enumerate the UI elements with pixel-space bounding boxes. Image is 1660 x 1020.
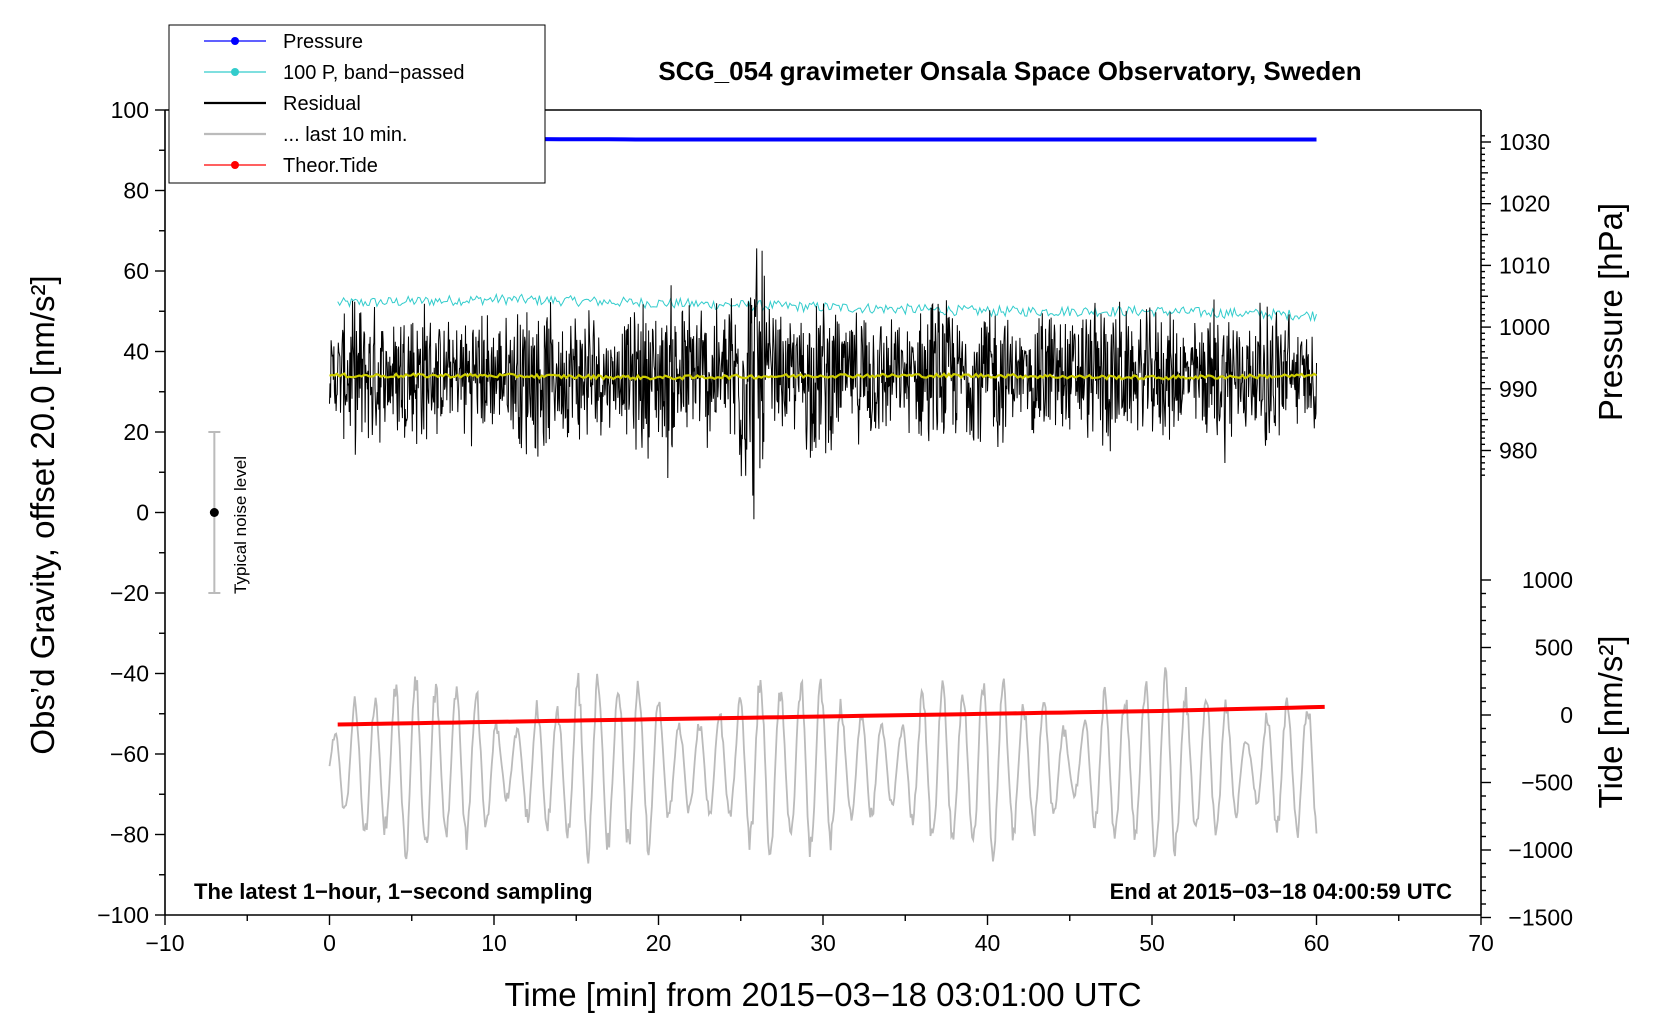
- x-tick-label: 50: [1139, 930, 1165, 956]
- legend-label-2: Residual: [283, 93, 361, 115]
- legend: Pressure 100 P, band−passed Residual ... la…: [168, 24, 546, 184]
- end-time-note: End at 2015−03−18 04:00:59 UTC: [1110, 879, 1453, 904]
- pressure-tick-label: 980: [1499, 438, 1537, 464]
- noise-bar-center-dot: [209, 508, 219, 517]
- y-tick-label: −100: [97, 902, 149, 928]
- y-tick-label: 0: [136, 500, 149, 526]
- pressure-tick-label: 990: [1499, 376, 1537, 402]
- y-tick-label: 20: [123, 419, 149, 445]
- tide-tick-label: 500: [1535, 635, 1573, 661]
- pressure-tick-label: 1030: [1499, 129, 1550, 155]
- x-axis-ticks: −10 0 10 20 30 40 50 60 70: [145, 915, 1494, 956]
- y-axis-left-title: Obs’d Gravity, offset 20.0 [nm/s²]: [24, 275, 61, 754]
- y-tick-label: 80: [123, 178, 149, 204]
- y-tick-label: 60: [123, 258, 149, 284]
- legend-label-4: Theor.Tide: [283, 155, 378, 177]
- series-residual-line: [329, 248, 1317, 520]
- legend-marker-0: [231, 37, 239, 45]
- pressure-axis-ticks: 1030 1020 1010 1000 990 980: [1481, 129, 1550, 476]
- series-tide-line: [337, 704, 1325, 727]
- legend-label-1: 100 P, band−passed: [283, 62, 464, 84]
- series-last10-line: [328, 667, 1318, 864]
- pressure-tick-label: 1010: [1499, 252, 1550, 278]
- y-tick-label: 100: [111, 97, 149, 123]
- legend-marker-1: [231, 68, 239, 76]
- sampling-note: The latest 1−hour, 1−second sampling: [194, 879, 593, 904]
- x-tick-label: 60: [1304, 930, 1330, 956]
- y-tick-label: 40: [123, 339, 149, 365]
- x-tick-label: 20: [646, 930, 672, 956]
- legend-label-0: Pressure: [283, 31, 363, 53]
- chart-title: SCG_054 gravimeter Onsala Space Observat…: [658, 56, 1361, 86]
- x-tick-label: 0: [323, 930, 336, 956]
- x-tick-label: 10: [481, 930, 507, 956]
- y-tick-label: −20: [110, 580, 149, 606]
- tide-tick-label: 1000: [1522, 567, 1573, 593]
- x-tick-label: 70: [1468, 930, 1494, 956]
- y-tick-label: −60: [110, 741, 149, 767]
- x-axis-title: Time [min] from 2015−03−18 03:01:00 UTC: [504, 976, 1141, 1013]
- legend-marker-4: [231, 161, 239, 169]
- series-smoothed-line: [329, 372, 1318, 381]
- tide-tick-label: −500: [1521, 770, 1573, 796]
- tide-tick-label: 0: [1560, 702, 1573, 728]
- tide-tick-label: −1500: [1508, 905, 1573, 931]
- tide-tick-label: −1000: [1508, 837, 1573, 863]
- noise-level-indicator: [208, 431, 221, 594]
- series-band-passed-line: [337, 292, 1317, 323]
- y-axis-left-ticks: 100 80 60 40 20 0 −20 −40 −60 −80 −100: [97, 97, 165, 928]
- noise-level-label: Typical noise level: [231, 456, 250, 594]
- tide-axis-title: Tide [nm/s²]: [1592, 636, 1629, 809]
- pressure-axis-title: Pressure [hPa]: [1592, 203, 1629, 421]
- x-tick-label: 30: [810, 930, 836, 956]
- pressure-tick-label: 1000: [1499, 314, 1550, 340]
- y-tick-label: −40: [110, 661, 149, 687]
- x-tick-label: −10: [145, 930, 184, 956]
- pressure-tick-label: 1020: [1499, 191, 1550, 217]
- y-tick-label: −80: [110, 822, 149, 848]
- x-tick-label: 40: [975, 930, 1001, 956]
- legend-label-3: ... last 10 min.: [283, 124, 408, 146]
- tide-axis-ticks: 1000 500 0 −500 −1000 −1500: [1481, 567, 1573, 931]
